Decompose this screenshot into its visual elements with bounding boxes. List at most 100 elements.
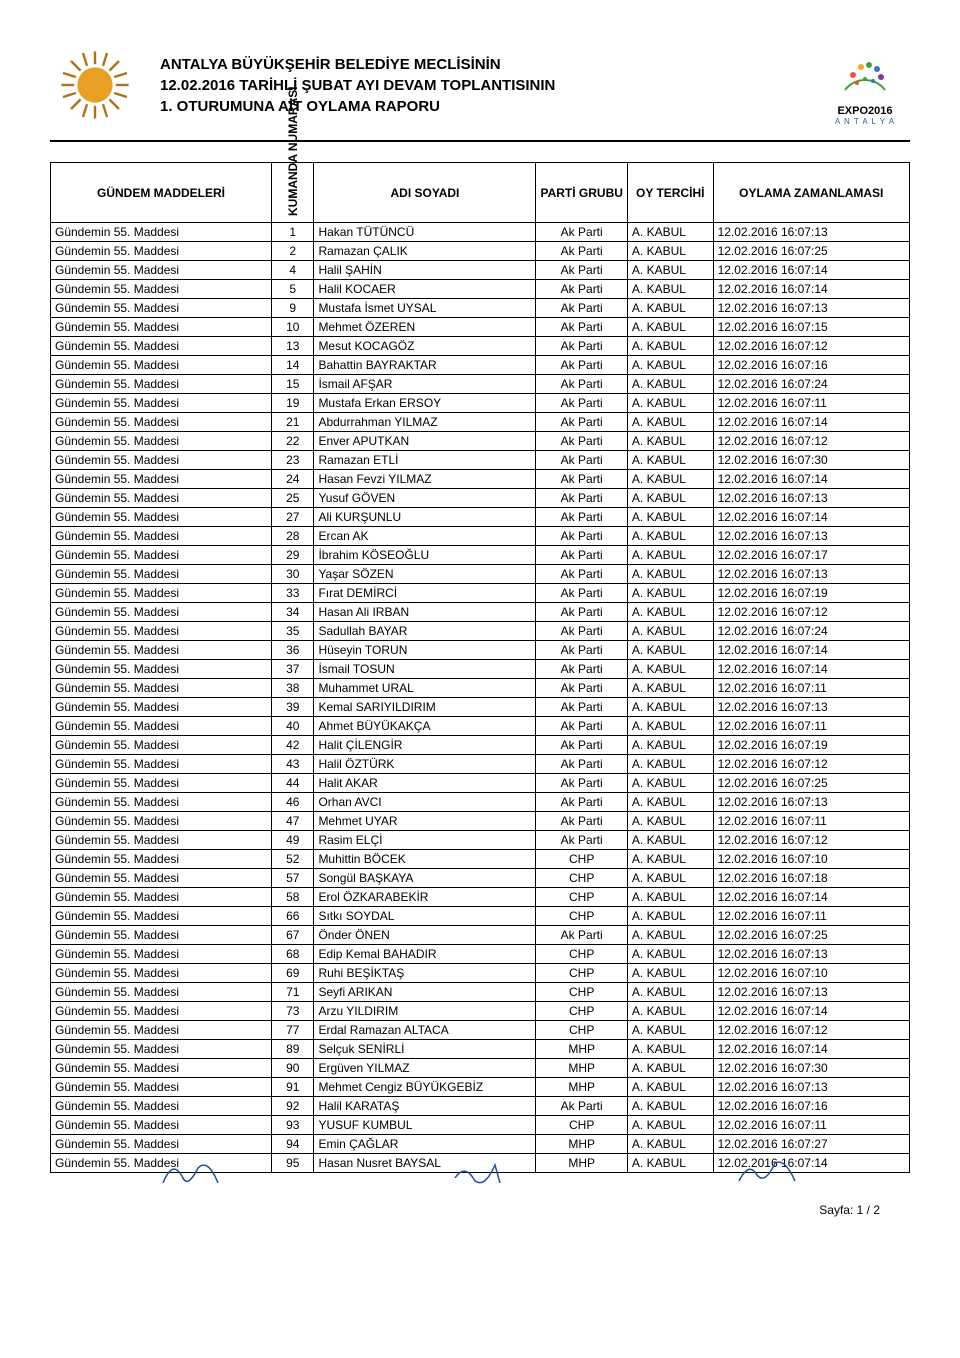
cell-number: 14	[272, 356, 314, 375]
cell-name: Mesut KOCAGÖZ	[314, 337, 536, 356]
cell-time: 12.02.2016 16:07:13	[713, 945, 909, 964]
cell-number: 24	[272, 470, 314, 489]
cell-party: Ak Parti	[536, 470, 627, 489]
cell-vote: A. KABUL	[627, 888, 713, 907]
table-row: Gündemin 55. Maddesi5Halil KOCAERAk Part…	[51, 280, 910, 299]
cell-time: 12.02.2016 16:07:13	[713, 698, 909, 717]
cell-name: Yusuf GÖVEN	[314, 489, 536, 508]
cell-time: 12.02.2016 16:07:15	[713, 318, 909, 337]
cell-time: 12.02.2016 16:07:11	[713, 1116, 909, 1135]
table-row: Gündemin 55. Maddesi28Ercan AKAk PartiA.…	[51, 527, 910, 546]
cell-agenda: Gündemin 55. Maddesi	[51, 698, 272, 717]
cell-vote: A. KABUL	[627, 698, 713, 717]
cell-vote: A. KABUL	[627, 299, 713, 318]
cell-party: Ak Parti	[536, 299, 627, 318]
cell-name: Muhittin BÖCEK	[314, 850, 536, 869]
cell-agenda: Gündemin 55. Maddesi	[51, 508, 272, 527]
cell-party: MHP	[536, 1135, 627, 1154]
table-row: Gündemin 55. Maddesi57Songül BAŞKAYACHPA…	[51, 869, 910, 888]
cell-number: 94	[272, 1135, 314, 1154]
cell-agenda: Gündemin 55. Maddesi	[51, 375, 272, 394]
cell-number: 57	[272, 869, 314, 888]
cell-party: Ak Parti	[536, 280, 627, 299]
cell-agenda: Gündemin 55. Maddesi	[51, 280, 272, 299]
cell-agenda: Gündemin 55. Maddesi	[51, 451, 272, 470]
cell-name: YUSUF KUMBUL	[314, 1116, 536, 1135]
cell-agenda: Gündemin 55. Maddesi	[51, 736, 272, 755]
cell-time: 12.02.2016 16:07:13	[713, 527, 909, 546]
cell-agenda: Gündemin 55. Maddesi	[51, 527, 272, 546]
document-header: ANTALYA BÜYÜKŞEHİR BELEDİYE MECLİSİNİN 1…	[50, 40, 910, 142]
cell-number: 23	[272, 451, 314, 470]
cell-agenda: Gündemin 55. Maddesi	[51, 926, 272, 945]
cell-party: Ak Parti	[536, 356, 627, 375]
cell-name: Sadullah BAYAR	[314, 622, 536, 641]
cell-party: Ak Parti	[536, 812, 627, 831]
cell-time: 12.02.2016 16:07:13	[713, 983, 909, 1002]
cell-vote: A. KABUL	[627, 318, 713, 337]
table-row: Gündemin 55. Maddesi27Ali KURŞUNLUAk Par…	[51, 508, 910, 527]
cell-vote: A. KABUL	[627, 470, 713, 489]
cell-time: 12.02.2016 16:07:30	[713, 1059, 909, 1078]
table-row: Gündemin 55. Maddesi73Arzu YILDIRIMCHPA.…	[51, 1002, 910, 1021]
cell-name: Halil ŞAHİN	[314, 261, 536, 280]
cell-name: Edip Kemal BAHADIR	[314, 945, 536, 964]
cell-vote: A. KABUL	[627, 1078, 713, 1097]
cell-name: Seyfi ARIKAN	[314, 983, 536, 1002]
cell-name: Abdurrahman YILMAZ	[314, 413, 536, 432]
cell-vote: A. KABUL	[627, 356, 713, 375]
cell-vote: A. KABUL	[627, 907, 713, 926]
cell-time: 12.02.2016 16:07:13	[713, 565, 909, 584]
cell-agenda: Gündemin 55. Maddesi	[51, 470, 272, 489]
cell-number: 33	[272, 584, 314, 603]
cell-vote: A. KABUL	[627, 432, 713, 451]
cell-time: 12.02.2016 16:07:14	[713, 1040, 909, 1059]
cell-party: CHP	[536, 869, 627, 888]
cell-agenda: Gündemin 55. Maddesi	[51, 242, 272, 261]
cell-time: 12.02.2016 16:07:19	[713, 736, 909, 755]
cell-agenda: Gündemin 55. Maddesi	[51, 1002, 272, 1021]
cell-agenda: Gündemin 55. Maddesi	[51, 755, 272, 774]
table-row: Gündemin 55. Maddesi40Ahmet BÜYÜKAKÇAAk …	[51, 717, 910, 736]
cell-vote: A. KABUL	[627, 1135, 713, 1154]
cell-vote: A. KABUL	[627, 527, 713, 546]
table-row: Gündemin 55. Maddesi49Rasim ELÇİAk Parti…	[51, 831, 910, 850]
cell-number: 34	[272, 603, 314, 622]
table-row: Gündemin 55. Maddesi4Halil ŞAHİNAk Parti…	[51, 261, 910, 280]
cell-party: Ak Parti	[536, 546, 627, 565]
cell-time: 12.02.2016 16:07:10	[713, 964, 909, 983]
cell-name: Rasim ELÇİ	[314, 831, 536, 850]
cell-vote: A. KABUL	[627, 603, 713, 622]
cell-time: 12.02.2016 16:07:11	[713, 717, 909, 736]
cell-time: 12.02.2016 16:07:27	[713, 1135, 909, 1154]
cell-name: Mustafa Erkan ERSOY	[314, 394, 536, 413]
cell-name: Ercan AK	[314, 527, 536, 546]
cell-name: Fırat DEMİRCİ	[314, 584, 536, 603]
cell-vote: A. KABUL	[627, 717, 713, 736]
cell-agenda: Gündemin 55. Maddesi	[51, 546, 272, 565]
cell-name: Halit AKAR	[314, 774, 536, 793]
cell-party: Ak Parti	[536, 527, 627, 546]
table-row: Gündemin 55. Maddesi21Abdurrahman YILMAZ…	[51, 413, 910, 432]
cell-name: İbrahim KÖSEOĞLU	[314, 546, 536, 565]
voting-table: GÜNDEM MADDELERİ KUMANDA NUMARASI ADI SO…	[50, 162, 910, 1173]
cell-time: 12.02.2016 16:07:11	[713, 907, 909, 926]
cell-party: Ak Parti	[536, 489, 627, 508]
cell-party: Ak Parti	[536, 736, 627, 755]
cell-vote: A. KABUL	[627, 508, 713, 527]
table-row: Gündemin 55. Maddesi58Erol ÖZKARABEKİRCH…	[51, 888, 910, 907]
table-row: Gündemin 55. Maddesi94Emin ÇAĞLARMHPA. K…	[51, 1135, 910, 1154]
table-row: Gündemin 55. Maddesi19Mustafa Erkan ERSO…	[51, 394, 910, 413]
cell-number: 37	[272, 660, 314, 679]
cell-agenda: Gündemin 55. Maddesi	[51, 223, 272, 242]
cell-number: 43	[272, 755, 314, 774]
col-agenda: GÜNDEM MADDELERİ	[51, 163, 272, 223]
cell-party: Ak Parti	[536, 584, 627, 603]
table-row: Gündemin 55. Maddesi23Ramazan ETLİAk Par…	[51, 451, 910, 470]
cell-party: Ak Parti	[536, 660, 627, 679]
table-row: Gündemin 55. Maddesi22Enver APUTKANAk Pa…	[51, 432, 910, 451]
cell-time: 12.02.2016 16:07:12	[713, 337, 909, 356]
cell-agenda: Gündemin 55. Maddesi	[51, 1021, 272, 1040]
cell-vote: A. KABUL	[627, 1040, 713, 1059]
cell-name: İsmail AFŞAR	[314, 375, 536, 394]
